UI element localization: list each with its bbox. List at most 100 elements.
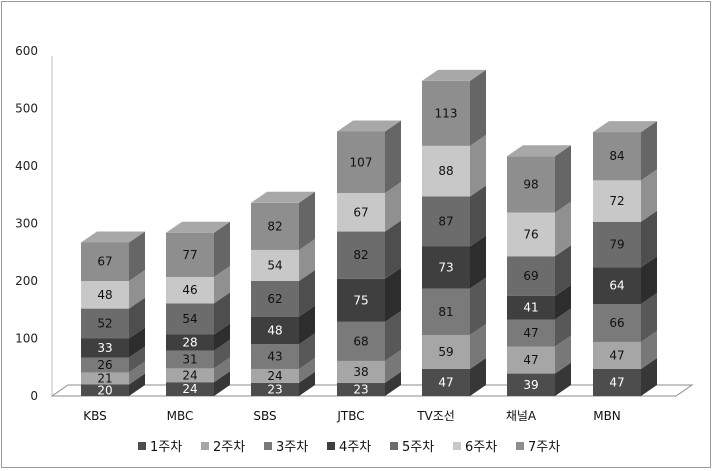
data-label: 48 (97, 288, 112, 302)
bar-segment-side (299, 191, 315, 250)
bar-stack-6: 47 47 66 64 79 72 84 (593, 121, 657, 396)
bar-segment-side (299, 238, 315, 281)
x-tick-label: MBN (593, 409, 621, 423)
data-label: 33 (97, 341, 112, 355)
x-tick-label: SBS (253, 409, 276, 423)
bar-segment (251, 249, 299, 281)
data-label: 67 (353, 205, 368, 219)
bar-segment (337, 193, 385, 232)
bar-segment-side (641, 256, 657, 304)
data-label: 47 (609, 348, 624, 362)
data-label: 54 (182, 312, 197, 326)
bar-segment-side (555, 308, 571, 347)
bar-segment (507, 346, 555, 374)
data-label: 46 (182, 283, 197, 297)
bar-segment (251, 344, 299, 369)
legend-label: 3주차 (276, 440, 308, 455)
legend-swatch (327, 442, 335, 450)
y-tick-label: 100 (15, 332, 38, 346)
bar-segment (507, 212, 555, 257)
data-label: 54 (267, 258, 282, 272)
legend-label: 1주차 (150, 440, 182, 455)
bar-segment (593, 304, 641, 342)
bar-segment-side (385, 220, 401, 279)
bar-segment (593, 221, 641, 268)
y-tick-label: 200 (15, 274, 38, 288)
bar-segment (422, 368, 470, 396)
bar-top (81, 231, 145, 243)
data-label: 31 (182, 352, 197, 366)
bar-segment-side (214, 292, 230, 335)
bar-segment (166, 350, 214, 369)
bar-top (251, 191, 315, 203)
bar-segment (81, 357, 129, 373)
bar-segment (81, 384, 129, 396)
bar-segment-side (214, 371, 230, 396)
legend-item: 2주차 (201, 440, 245, 455)
bar-segment-side (470, 324, 486, 369)
legend-label: 5주차 (402, 440, 434, 455)
x-tick-label: JTBC (336, 409, 364, 423)
data-label: 41 (523, 301, 538, 315)
data-label: 72 (609, 194, 624, 208)
bar-segment (81, 372, 129, 385)
data-label: 47 (523, 353, 538, 367)
data-label: 84 (609, 149, 624, 163)
data-label: 77 (182, 248, 197, 262)
bar-segment-side (299, 371, 315, 396)
bar-segment-side (385, 182, 401, 232)
data-label: 52 (97, 317, 112, 331)
data-label: 59 (438, 345, 453, 359)
data-label: 68 (353, 334, 368, 348)
data-label: 87 (438, 214, 453, 228)
bar-segment (251, 368, 299, 383)
y-tick-label: 300 (15, 217, 38, 231)
data-label: 47 (523, 326, 538, 340)
bar-segment-side (214, 323, 230, 351)
bar-segment-side (129, 361, 145, 385)
data-label: 24 (182, 368, 197, 382)
bar-segment-side (214, 339, 230, 369)
bar-segment (81, 308, 129, 339)
bar-segment-side (299, 357, 315, 383)
data-label: 39 (523, 378, 538, 392)
bar-segment (251, 382, 299, 396)
bar-segment-side (299, 305, 315, 345)
bar-segment (593, 368, 641, 396)
bar-segment-side (470, 235, 486, 289)
legend-item: 5주차 (390, 440, 434, 455)
bar-segment-side (129, 297, 145, 339)
data-label: 81 (438, 305, 453, 319)
data-label: 82 (267, 219, 282, 233)
data-label: 23 (267, 382, 282, 396)
legend-item: 6주차 (453, 440, 497, 455)
bar-top (593, 121, 657, 133)
bar-segment-side (555, 145, 571, 213)
data-label: 79 (609, 237, 624, 251)
y-tick-label: 600 (15, 44, 38, 58)
bar-segment-side (214, 221, 230, 277)
legend-swatch (516, 442, 524, 450)
data-label: 66 (609, 316, 624, 330)
bar-segment-side (214, 265, 230, 304)
bar-segment (422, 145, 470, 197)
bar-stack-4: 47 59 81 73 87 88 113 (422, 69, 486, 396)
bar-top (337, 120, 401, 132)
x-tick-label: 채널A (506, 409, 537, 423)
bar-segment (337, 231, 385, 279)
bar-segment (81, 281, 129, 309)
y-tick-label: 0 (30, 389, 38, 403)
bar-segment (81, 242, 129, 281)
bar-segment-side (385, 371, 401, 396)
bar-segment-side (470, 134, 486, 197)
bar-segment (422, 335, 470, 369)
data-label: 47 (609, 375, 624, 389)
bar-segment (507, 156, 555, 213)
bar-segment (166, 232, 214, 277)
bar-segment-side (555, 362, 571, 396)
data-label: 88 (438, 164, 453, 178)
bar-segment-side (641, 121, 657, 181)
legend-label: 2주차 (213, 440, 245, 455)
